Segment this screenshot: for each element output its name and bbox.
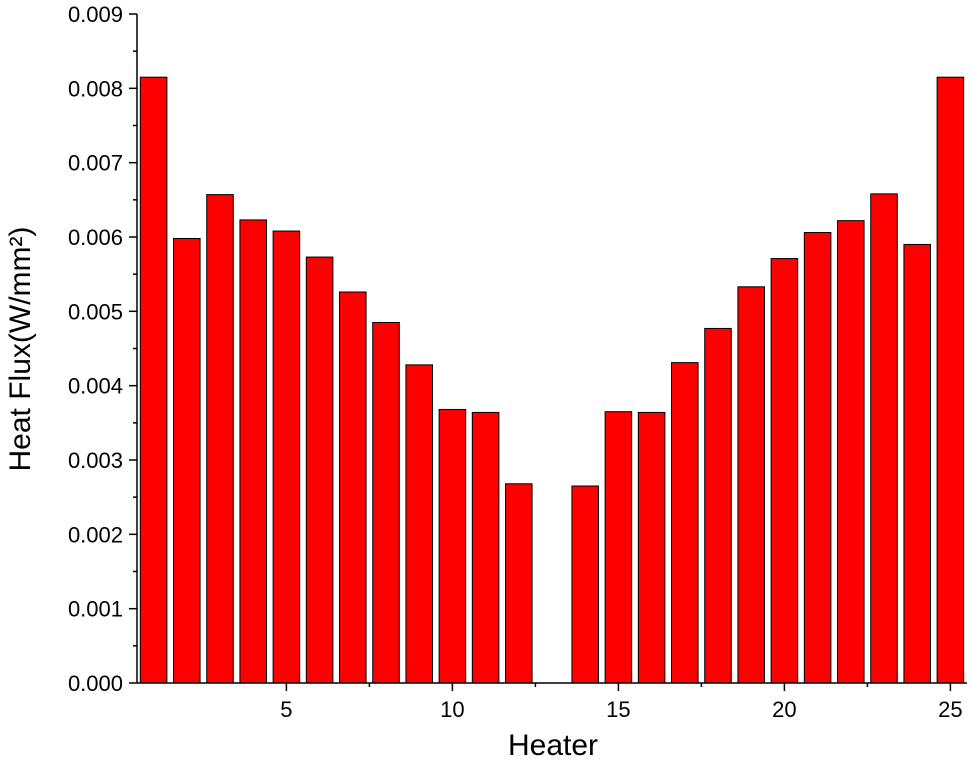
bar	[671, 362, 699, 684]
bar	[571, 485, 599, 684]
y-tick-label: 0.001	[68, 597, 123, 622]
x-tick-label: 15	[606, 697, 630, 722]
bar	[604, 411, 633, 684]
bar	[173, 237, 201, 684]
y-tick-label: 0.000	[68, 671, 123, 696]
y-tick-label: 0.003	[68, 448, 123, 473]
bar	[903, 243, 931, 684]
bar	[936, 76, 965, 684]
y-tick-label: 0.007	[68, 151, 123, 176]
bar	[803, 232, 832, 684]
y-tick-label: 0.004	[68, 374, 123, 399]
bar	[206, 194, 234, 684]
bar	[471, 411, 500, 684]
bar	[339, 291, 367, 684]
bar	[704, 327, 732, 684]
bar	[139, 76, 168, 684]
bar	[438, 408, 467, 684]
bar	[372, 321, 400, 684]
bar	[870, 193, 898, 684]
x-tick-label: 20	[772, 697, 796, 722]
bar	[272, 230, 301, 684]
x-tick-label: 10	[440, 697, 464, 722]
y-tick-label: 0.006	[68, 225, 123, 250]
bar	[770, 258, 799, 684]
bar	[837, 220, 865, 684]
y-tick-label: 0.002	[68, 522, 123, 547]
y-axis-label: Heat Flux(W/mm²)	[4, 227, 37, 472]
y-tick-label: 0.008	[68, 76, 123, 101]
bar	[405, 364, 433, 684]
x-tick-label: 5	[280, 697, 292, 722]
y-tick-label: 0.009	[68, 2, 123, 27]
y-tick-label: 0.005	[68, 299, 123, 324]
bar	[737, 286, 765, 684]
bar	[305, 256, 334, 684]
x-axis-label: Heater	[508, 729, 598, 762]
bar	[239, 219, 267, 684]
x-tick-label: 25	[938, 697, 962, 722]
bar	[637, 411, 666, 684]
bar	[505, 483, 533, 684]
